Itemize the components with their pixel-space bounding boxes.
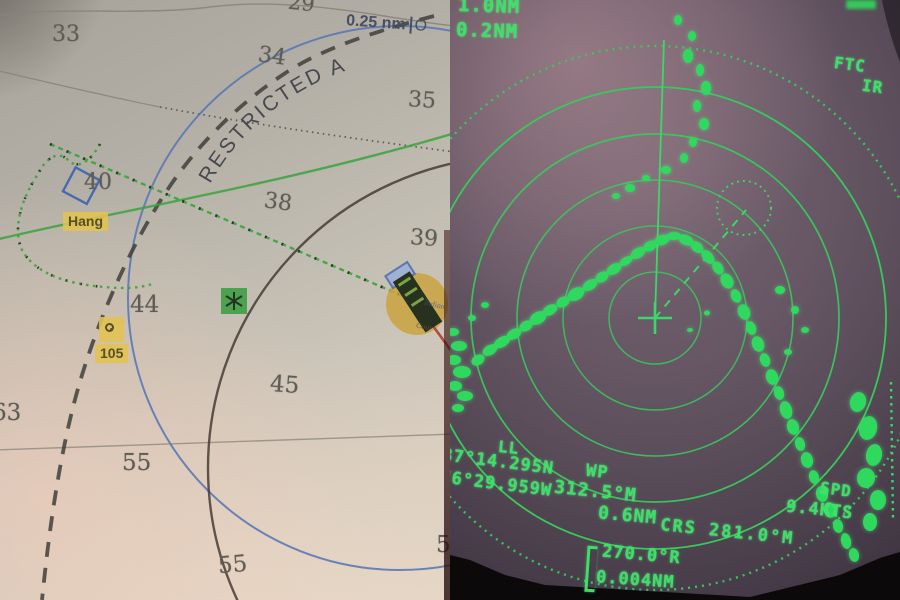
bearing-scale-ring — [450, 44, 900, 592]
depth-sounding: 63 — [0, 400, 22, 426]
dashed-boundary-arc — [40, 14, 435, 600]
bezel-corner — [882, 0, 900, 62]
depth-sounding: 39 — [409, 225, 439, 252]
screen-bezel-edge — [444, 230, 450, 600]
obstruction-number-label: 105 — [95, 344, 129, 363]
depth-sounding: 55 — [216, 550, 249, 580]
chart-linework: RESTRICTED A — [0, 3, 450, 600]
edge-tick-scale — [889, 381, 895, 521]
waypoint-marker-ring — [716, 180, 772, 236]
radar-scope — [450, 0, 900, 600]
depth-sounding: 45 — [269, 371, 301, 399]
depth-sounding: 38 — [262, 188, 294, 217]
contour-line — [0, 3, 450, 27]
heading-line — [654, 39, 665, 319]
depth-sounding: 40 — [84, 170, 112, 195]
ftc-indicator: FTC — [832, 53, 867, 76]
range-readout: 1.0NM — [457, 0, 521, 19]
ring-interval-readout: 0.2NM — [455, 18, 519, 44]
radar-screen: 1.0NM 0.2NM FTC IR LL 37°14.295N 76°29.9… — [450, 0, 900, 600]
fish-haven-symbol — [221, 288, 247, 314]
track-loop-dotted — [16, 143, 153, 290]
route-leg-dashed — [49, 142, 413, 302]
gridline — [0, 433, 450, 451]
radar-echoes — [450, 15, 886, 562]
speed-label: SPD — [818, 478, 853, 501]
route-line — [0, 133, 450, 241]
bezel-bottom — [450, 552, 900, 600]
cutoff-chart-symbol: O — [408, 16, 428, 35]
ownship-center-cross — [638, 302, 672, 334]
depth-sounding: 34 — [256, 42, 288, 71]
depth-sounding: 29 — [286, 0, 316, 17]
chartplotter-screen: RESTRICTED A 29 33 34 3 — [0, 0, 450, 600]
range-arc — [206, 162, 450, 600]
circle-dot-icon — [105, 323, 114, 332]
contour-line — [0, 70, 161, 108]
hang-label: Hang — [63, 212, 108, 231]
ebl-dashed-line — [654, 209, 747, 319]
obstruction-symbol — [99, 317, 124, 342]
depth-sounding: 44 — [130, 292, 160, 318]
ir-indicator: IR — [860, 75, 885, 98]
own-ship-marker — [384, 260, 450, 352]
depth-sounding: 35 — [407, 87, 437, 114]
diamond-buoy-symbol — [61, 165, 102, 206]
depth-sounding: 33 — [52, 22, 80, 47]
truncated-text-fragment — [846, 0, 876, 9]
depth-sounding: 55 — [122, 450, 152, 476]
